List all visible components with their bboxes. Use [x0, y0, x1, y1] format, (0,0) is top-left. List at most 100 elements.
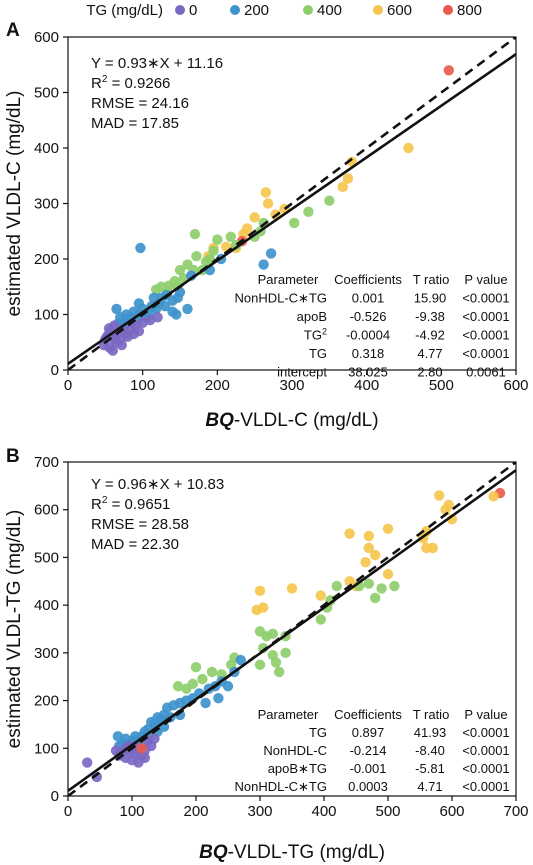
- coefficient-table: Parameter Coefficients T ratio P value NonHD…: [234, 272, 509, 380]
- table-cell-coefficient: 0.0003: [348, 779, 388, 794]
- coefficient-table: Parameter Coefficients T ratio P value TG 0.8…: [234, 707, 509, 794]
- data-point: [212, 234, 223, 245]
- table-header: P value: [464, 272, 507, 287]
- table-cell-coefficient: -0.214: [350, 743, 387, 758]
- data-point: [286, 583, 298, 594]
- x-tick-label: 300: [247, 803, 272, 820]
- data-point: [260, 187, 272, 198]
- table-cell-t-ratio: -8.40: [415, 743, 445, 758]
- table-header: Coefficients: [334, 272, 402, 287]
- y-tick-label: 100: [34, 307, 59, 324]
- data-point: [324, 195, 335, 206]
- data-point: [363, 530, 374, 542]
- data-point: [189, 228, 201, 240]
- x-tick-label: 200: [205, 377, 230, 394]
- data-point: [225, 231, 236, 242]
- table-header: Parameter: [258, 707, 319, 722]
- table-cell-p-value: <0.0001: [462, 761, 509, 776]
- color-legend: TG (mg/dL) 0 200 400 600 800: [86, 2, 482, 19]
- table-cell-parameter: TG: [309, 346, 327, 361]
- y-tick-label: 500: [34, 549, 59, 566]
- regression-equation: Y = 0.96∗X + 10.83: [91, 476, 224, 493]
- table-cell-coefficient: -0.001: [350, 761, 387, 776]
- data-point: [254, 659, 266, 670]
- data-point: [135, 242, 146, 254]
- data-point: [150, 284, 162, 295]
- legend-swatch-0: [175, 5, 185, 15]
- data-point: [443, 499, 454, 511]
- data-point: [148, 292, 160, 304]
- x-axis-label: BQ-VLDL-TG (mg/dL): [199, 842, 385, 863]
- table-cell-p-value: <0.0001: [462, 328, 509, 343]
- data-point: [254, 585, 266, 597]
- data-point: [265, 248, 277, 259]
- data-point: [206, 666, 218, 678]
- fit-statistics: Y = 0.96∗X + 10.83 R2 = 0.9651 RMSE = 28.5…: [91, 476, 224, 553]
- data-point: [289, 217, 300, 229]
- panel-letter: B: [6, 446, 20, 467]
- data-point: [249, 212, 260, 223]
- data-point: [443, 65, 454, 76]
- data-point: [116, 339, 127, 351]
- data-point: [152, 312, 163, 323]
- identity-line: [68, 462, 516, 796]
- data-point: [382, 523, 394, 534]
- y-tick-label: 700: [34, 454, 59, 471]
- data-point: [159, 300, 171, 312]
- data-point: [280, 647, 291, 659]
- data-point: [427, 542, 438, 554]
- data-point: [213, 692, 224, 704]
- table-cell-parameter: apoB: [297, 309, 327, 324]
- y-tick-label: 300: [34, 645, 59, 662]
- legend-swatch-600: [373, 5, 383, 15]
- mad: MAD = 22.30: [91, 536, 179, 553]
- x-tick-label: 400: [311, 803, 336, 820]
- y-axis-label: estimated VLDL-C (mg/dL): [4, 91, 25, 317]
- legend-label-600: 600: [387, 2, 412, 19]
- data-point: [82, 757, 93, 768]
- data-point: [488, 491, 499, 502]
- table-cell-coefficient: -0.0004: [346, 328, 390, 343]
- data-point: [200, 697, 211, 709]
- data-point: [149, 733, 160, 744]
- panel-A: A 0 100 200 300 400 500 600 0 100 200 300 400 500 600 B…: [4, 20, 529, 431]
- y-tick-label: 300: [34, 196, 59, 213]
- data-point: [200, 256, 212, 267]
- data-point: [133, 298, 145, 309]
- regression-line: [68, 53, 516, 365]
- plot-frame: [67, 461, 517, 797]
- table-cell-t-ratio: -9.38: [415, 309, 445, 324]
- regression-line: [68, 469, 516, 792]
- table-cell-t-ratio: -4.92: [415, 328, 445, 343]
- table-cell-p-value: <0.0001: [462, 346, 509, 361]
- data-point: [274, 666, 285, 678]
- fit-statistics: Y = 0.93∗X + 11.16 R2 = 0.9266 RMSE = 24.1…: [91, 55, 223, 132]
- data-point: [91, 771, 103, 783]
- table-cell-t-ratio: 4.71: [417, 779, 442, 794]
- x-tick-label: 200: [183, 803, 208, 820]
- data-point: [258, 259, 269, 270]
- y-tick-label: 100: [34, 740, 59, 757]
- legend-label-800: 800: [457, 2, 482, 19]
- data-point: [363, 542, 374, 554]
- table-cell-coefficient: 38.025: [348, 365, 388, 380]
- table-cell-parameter: NonHDL-C: [263, 743, 327, 758]
- x-axis-label: BQ-VLDL-C (mg/dL): [205, 410, 378, 431]
- data-point: [208, 245, 219, 256]
- table-cell-p-value: <0.0001: [462, 743, 509, 758]
- table-cell-p-value: <0.0001: [462, 309, 509, 324]
- table-cell-parameter: TG: [309, 725, 327, 740]
- table-cell-t-ratio: 2.80: [417, 365, 442, 380]
- table-cell-coefficient: 0.001: [352, 291, 385, 306]
- data-point: [376, 583, 387, 594]
- data-point: [331, 580, 342, 592]
- data-point: [174, 264, 186, 276]
- data-point: [434, 490, 445, 501]
- x-tick-label: 500: [429, 377, 454, 394]
- data-point: [182, 303, 193, 315]
- table-header: Parameter: [258, 272, 319, 287]
- table-cell-parameter: TG2: [304, 327, 327, 343]
- data-point: [315, 590, 326, 601]
- table-cell-parameter: intercept: [277, 365, 327, 380]
- table-cell-t-ratio: -5.81: [415, 761, 445, 776]
